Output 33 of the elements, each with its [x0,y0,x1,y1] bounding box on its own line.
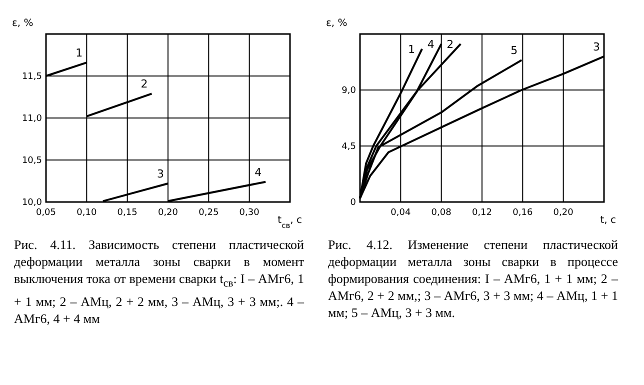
x-tick-label: 0,30 [239,208,260,218]
series-label: 5 [510,44,518,58]
y-tick-label: 10,0 [22,198,42,208]
series-label: 1 [76,46,83,60]
x-tick-label: 0,05 [36,208,56,218]
series-label: 2 [140,78,148,91]
x-tick-label: 0,15 [117,208,138,218]
x-tick-label: 0,04 [390,208,411,218]
y-axis-title: ε, % [12,18,34,29]
y-tick-label: 0 [350,198,356,208]
series-label: 4 [427,38,434,51]
x-tick-label: 0,20 [553,208,574,218]
y-tick-label: 4,5 [342,142,356,152]
x-tick-label: 0,08 [431,208,452,218]
y-tick-label: 10,5 [22,156,42,166]
x-tick-label: 0,25 [198,208,219,218]
y-tick-label: 11,5 [22,72,42,82]
series-label: 2 [446,38,454,51]
x-tick-label: 0,20 [158,208,178,218]
x-axis-title: t$_{св}$, с [278,215,302,230]
x-tick-label: 0,16 [512,208,533,218]
series-label: 4 [254,166,262,179]
y-axis-title: ε, % [326,18,348,29]
text: Рис. 4.11. Зависимость степени пластической деформации металла зоны сварки в момент выключения тока от времени сварки t$_{св}$: I – АМг6, 1 + 1 мм; 2 – АМц, 2 + 2 мм, 3 – АМц, 3 + 3 мм;. 4 – АМг6, 4 + 4 мм [13,236,305,327]
y-tick-label: 11,0 [22,114,42,124]
text: Рис. 4.12. Изменение степени пластической деформации металла зоны сварки в процессе формирования соединения: I – АМг6, 1 + 1 мм; 2 – АМг6, 2 + 2 мм,; 3 – АМг6, 3 + 3 мм; 4 – АМц, 1 + 1 мм; 5 – АМц, 3 + 3 мм. [327,236,619,321]
x-tick-label: 0,12 [472,208,492,218]
series-label: 3 [593,40,600,54]
series-label: 3 [157,168,164,181]
x-tick-label: 0,10 [76,208,97,218]
series-label: 1 [408,42,416,56]
y-tick-label: 9,0 [342,86,356,96]
x-axis-title: t, с [600,215,616,226]
